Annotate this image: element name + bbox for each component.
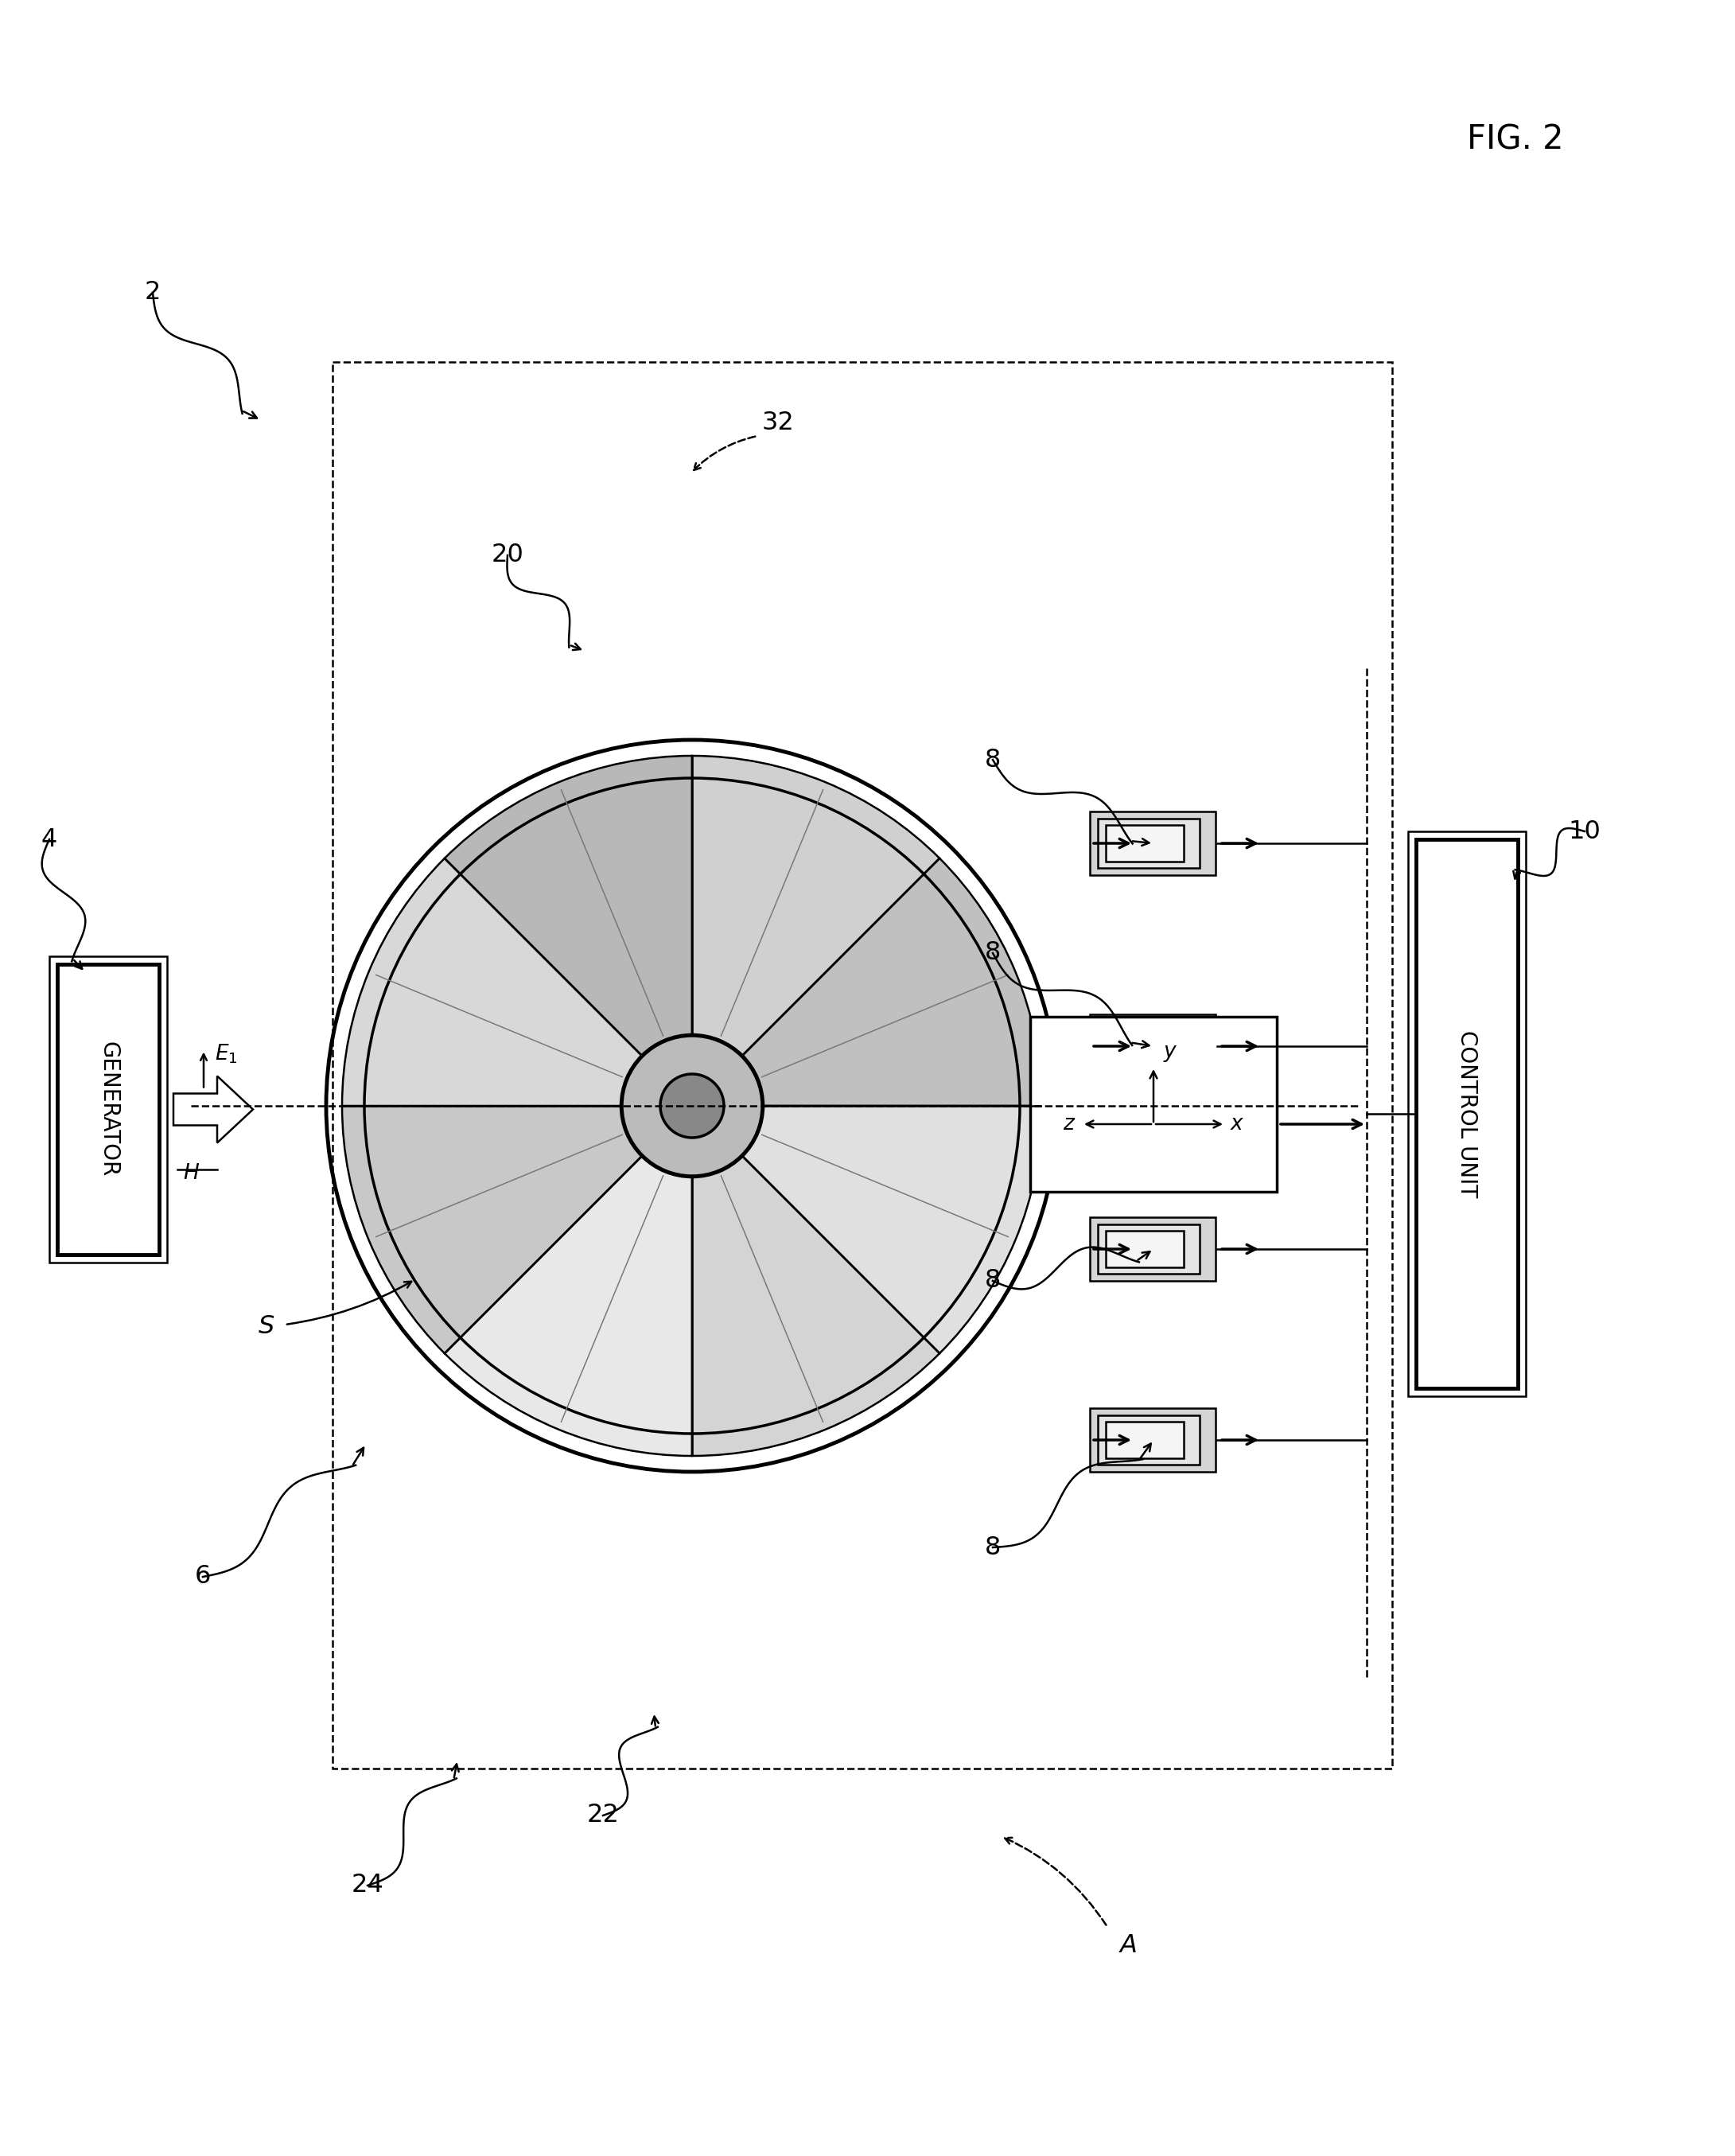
Bar <box>1098 1022 1199 1072</box>
Bar <box>1416 839 1518 1388</box>
Text: $A$: $A$ <box>1119 1932 1138 1958</box>
Text: $x$: $x$ <box>1230 1115 1244 1134</box>
Text: FIG. 2: FIG. 2 <box>1468 123 1563 155</box>
Wedge shape <box>342 1106 642 1354</box>
Text: $E_1$: $E_1$ <box>215 1041 238 1065</box>
Bar <box>1098 819 1199 869</box>
Bar <box>1409 832 1525 1397</box>
Circle shape <box>661 1074 723 1138</box>
Wedge shape <box>743 858 1043 1106</box>
Bar <box>1105 1421 1183 1457</box>
Wedge shape <box>444 757 692 1054</box>
Wedge shape <box>692 757 940 1054</box>
Text: 6: 6 <box>194 1565 212 1589</box>
Text: CONTROL UNIT: CONTROL UNIT <box>1456 1031 1478 1197</box>
Text: $S$: $S$ <box>259 1315 274 1339</box>
Bar <box>1090 1218 1216 1281</box>
Bar <box>1105 1231 1183 1268</box>
Bar <box>49 957 167 1263</box>
Text: 8: 8 <box>985 1268 1001 1294</box>
Text: 8: 8 <box>985 940 1001 966</box>
Text: $H$: $H$ <box>182 1162 200 1184</box>
Text: 20: 20 <box>491 543 524 567</box>
Text: $z$: $z$ <box>1062 1115 1076 1134</box>
Wedge shape <box>743 1106 1043 1354</box>
Bar <box>1105 1028 1183 1065</box>
Text: 22: 22 <box>586 1802 619 1828</box>
Text: 2: 2 <box>144 280 161 306</box>
Text: 8: 8 <box>985 748 1001 772</box>
Text: 32: 32 <box>762 412 795 436</box>
Text: 10: 10 <box>1568 819 1601 843</box>
Bar <box>333 362 1391 1768</box>
Bar <box>1098 1414 1199 1464</box>
Text: $y$: $y$ <box>1162 1044 1178 1063</box>
Bar <box>57 964 160 1255</box>
Wedge shape <box>444 1156 692 1455</box>
Bar <box>1098 1225 1199 1274</box>
Polygon shape <box>174 1076 253 1143</box>
Circle shape <box>623 1035 762 1175</box>
Bar <box>1031 1018 1277 1192</box>
Text: GENERATOR: GENERATOR <box>97 1041 120 1177</box>
Text: 4: 4 <box>42 828 57 852</box>
Text: 8: 8 <box>985 1535 1001 1559</box>
Bar <box>1090 811 1216 875</box>
Text: 24: 24 <box>350 1874 383 1897</box>
Bar <box>1090 1013 1216 1078</box>
Wedge shape <box>342 858 642 1106</box>
Wedge shape <box>692 1156 940 1455</box>
Bar <box>1105 826 1183 862</box>
Bar <box>1090 1408 1216 1473</box>
